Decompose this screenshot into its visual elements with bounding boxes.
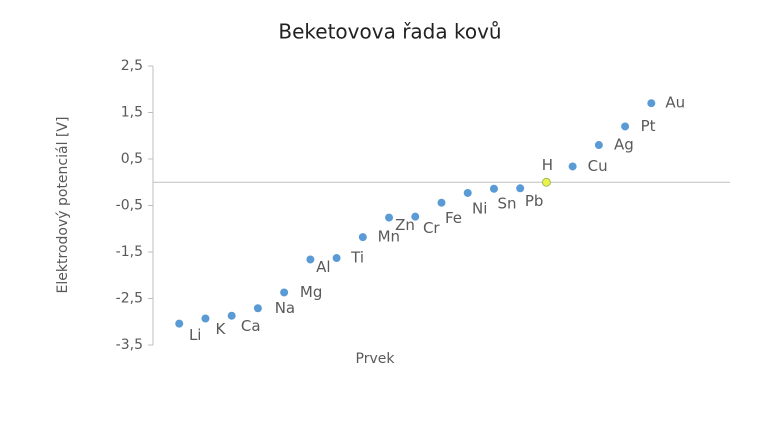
point-label: Pb [525, 192, 544, 210]
point-label: Ca [241, 317, 261, 335]
point [437, 198, 446, 207]
point-label: H [542, 156, 553, 174]
point-label: Cr [423, 219, 440, 237]
point [175, 319, 184, 328]
point-label: Mg [300, 283, 322, 301]
point-label: Ni [472, 199, 487, 217]
point [201, 314, 210, 323]
point-label: Au [665, 94, 685, 112]
point [385, 213, 394, 222]
y-tick-label: -1,5 [116, 244, 143, 260]
point-label: Ti [350, 249, 364, 267]
point-label: Sn [497, 194, 516, 212]
point-label: Pt [641, 117, 656, 135]
point-label: Al [316, 258, 330, 276]
point [516, 184, 525, 193]
point-label: Li [189, 326, 202, 344]
y-tick-label: 2,5 [121, 58, 143, 74]
point [647, 99, 656, 108]
point [253, 304, 262, 313]
point [358, 233, 367, 242]
point-label: Cu [588, 157, 608, 175]
y-tick-label: -2,5 [116, 291, 143, 307]
point [280, 288, 289, 297]
point [332, 254, 341, 263]
point [621, 122, 630, 131]
chart-title: Beketovova řada kovů [278, 20, 501, 44]
point-label: Na [275, 299, 295, 317]
point [306, 255, 315, 264]
point [541, 177, 551, 187]
point-label: Fe [445, 209, 462, 227]
y-tick-label: 1,5 [121, 105, 143, 121]
y-tick-label: 0,5 [121, 151, 143, 167]
point [227, 311, 236, 320]
point [594, 141, 603, 150]
point-label: Zn [395, 216, 415, 234]
point [489, 184, 498, 193]
point [568, 162, 577, 171]
point-label: K [216, 320, 227, 338]
point-label: Ag [614, 136, 634, 154]
x-axis-label: Prvek [356, 351, 396, 367]
y-axis-label: Elektrodový potenciál [V] [55, 117, 71, 294]
point [411, 212, 420, 221]
point-label: Mn [378, 228, 400, 246]
point [463, 188, 472, 197]
y-tick-label: -3,5 [116, 337, 143, 353]
y-tick-label: -0,5 [116, 198, 143, 214]
